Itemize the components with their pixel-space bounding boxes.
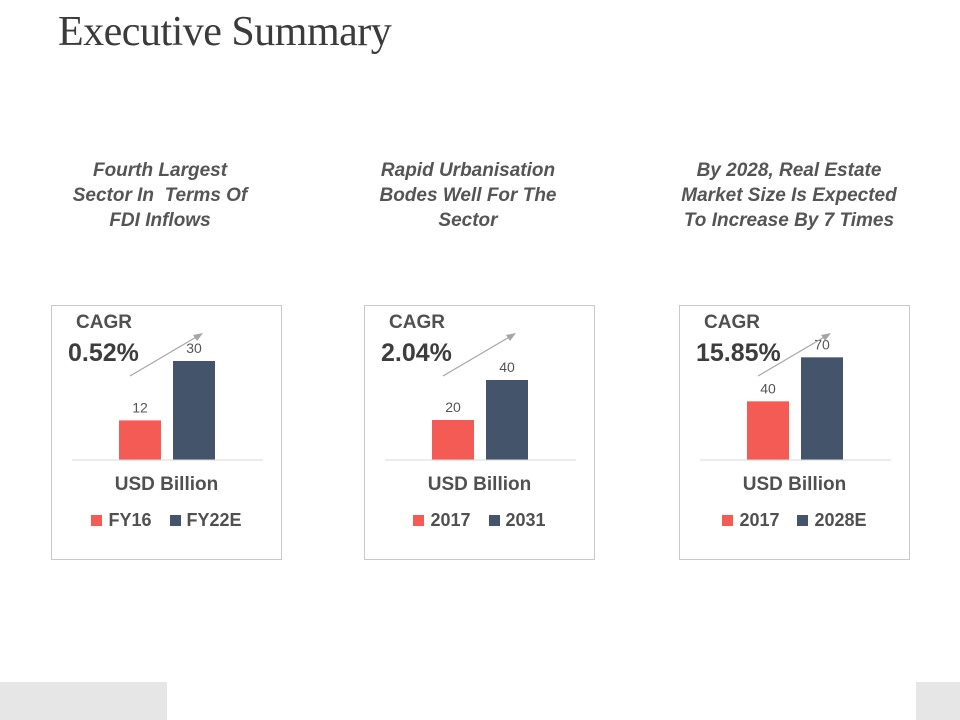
chart-card-3: CAGR 15.85% 40 70 USD Billion 2017 2028E [679,305,910,560]
caption-line: Sector [438,210,498,231]
legend-item: 2017 [722,510,779,531]
bar-2017 [432,420,474,460]
data-label: 12 [132,399,148,415]
unit-label: USD Billion [742,474,847,495]
bar-chart-1: 12 30 [72,333,263,461]
legend-swatch-b [488,515,500,526]
unit-label: USD Billion [114,474,219,495]
trend-arrow-head-icon [506,333,516,341]
legend-label: 2017 [739,510,780,530]
bar-FY22E [173,361,215,460]
legend-swatch-a [413,515,425,526]
legend-label: FY22E [186,510,242,530]
caption-line: FDI Inflows [109,210,211,231]
caption-line: Bodes Well For The [379,185,557,206]
bar-2017 [747,401,789,460]
caption-line: Rapid Urbanisation [380,160,556,181]
panel-caption-1: Fourth Largest Sector In Terms Of FDI In… [35,158,285,233]
trend-arrow-icon [757,335,827,377]
legend-label: 2031 [505,510,546,530]
bar-2028E [801,357,843,460]
trend-arrow-icon [442,335,512,377]
caption-line: By 2028, Real Estate [696,160,882,181]
cagr-label: CAGR [76,312,132,333]
cagr-label: CAGR [704,312,760,333]
chart-card-2: CAGR 2.04% 20 40 USD Billion 2017 2031 [364,305,595,560]
legend-item: 2017 [413,510,471,531]
page-title: Executive Summary [58,9,392,55]
data-label: 40 [760,380,776,396]
caption-line: Market Size Is Expected [681,185,897,206]
cagr-value: 15.85% [696,339,781,367]
legend-item: 2028E [797,510,867,531]
trend-arrow-icon [129,335,199,377]
data-label: 30 [186,340,202,356]
cagr-value: 2.04% [381,339,452,367]
caption-line: Fourth Largest [92,160,228,181]
legend-swatch-a [91,515,103,526]
legend-item: 2031 [488,510,546,531]
caption-line: Sector In Terms Of [72,185,248,206]
legend-swatch-b [797,515,809,526]
footer-block-right [916,682,960,720]
chart-card-1: CAGR 0.52% 12 30 USD Billion FY16 FY22E [51,305,282,560]
legend: 2017 2028E [680,510,909,531]
footer-block-left [0,682,167,720]
trend-arrow-head-icon [193,333,203,341]
bar-FY16 [119,420,161,460]
cagr-value: 0.52% [68,339,139,367]
legend-swatch-a [722,515,734,526]
panel-caption-2: Rapid Urbanisation Bodes Well For The Se… [343,158,593,233]
legend: FY16 FY22E [52,510,281,531]
legend-item: FY16 [91,510,152,531]
legend-item: FY22E [169,510,242,531]
data-label: 40 [499,359,515,375]
trend-arrow-head-icon [821,333,831,341]
legend: 2017 2031 [365,510,594,531]
legend-label: 2017 [430,510,471,530]
cagr-label: CAGR [389,312,445,333]
legend-swatch-b [169,515,181,526]
unit-label: USD Billion [427,474,532,495]
caption-line: To Increase By 7 Times [683,210,895,231]
data-label: 20 [445,399,461,415]
legend-label: 2028E [814,510,867,530]
panel-caption-3: By 2028, Real Estate Market Size Is Expe… [664,158,914,233]
bar-2031 [486,380,528,460]
legend-label: FY16 [108,510,152,530]
